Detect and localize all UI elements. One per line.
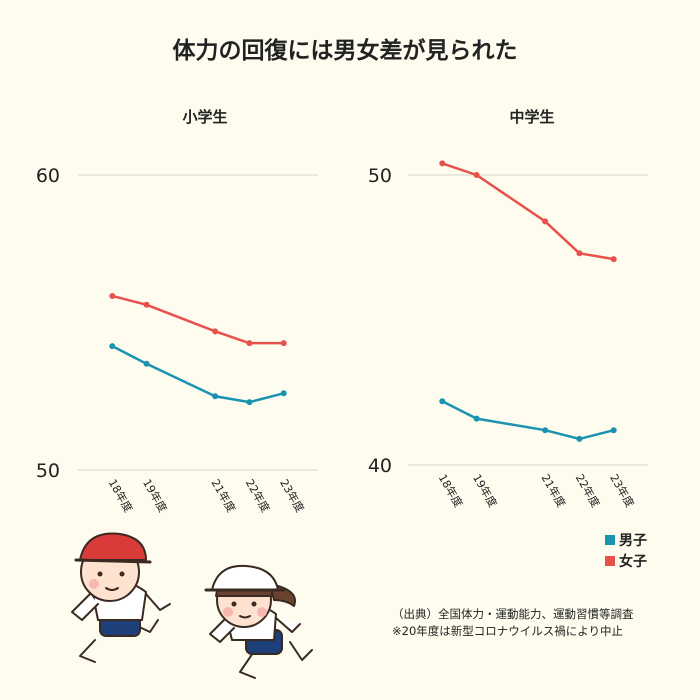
data-point-girls (610, 256, 617, 263)
chart-1: 小学生 50 60 18年度 19年度 21年度 22年度 23年度 (36, 108, 318, 515)
data-point-boys (143, 360, 150, 367)
data-point-boys (280, 390, 287, 397)
running-kids-illustration (71, 532, 313, 679)
x-tick-label: 22年度 (243, 477, 273, 515)
data-point-girls (246, 340, 253, 347)
chart-title: 小学生 (182, 108, 227, 126)
source-note: （出典）全国体力・運動能力、運動習慣等調査 ※20年度は新型コロナウイルス禍によ… (392, 606, 634, 640)
chart-2: 中学生 40 50 18年度 19年度 21年度 22年度 23年度 (368, 108, 648, 510)
data-point-girls (143, 301, 150, 308)
data-point-boys (542, 427, 549, 434)
legend-item-boys: 男子 (605, 530, 647, 550)
data-point-girls (473, 172, 480, 178)
data-point-girls (439, 160, 446, 167)
y-tick-label: 40 (368, 455, 392, 477)
data-point-boys (576, 435, 583, 442)
legend-label-boys: 男子 (619, 533, 647, 549)
figure-title: 体力の回復には男女差が見られた (173, 37, 518, 64)
source-line-1: （出典）全国体力・運動能力、運動習慣等調査 (392, 607, 634, 621)
girl-runner-icon (204, 564, 313, 679)
x-tick-label: 22年度 (573, 472, 603, 510)
data-point-girls (212, 328, 219, 335)
data-point-boys (610, 427, 617, 434)
x-tick-label: 23年度 (607, 472, 637, 510)
data-point-girls (109, 292, 116, 299)
x-tick-label: 18年度 (436, 472, 466, 510)
data-point-boys (246, 399, 253, 406)
legend-swatch-boys (605, 535, 615, 545)
data-point-girls (576, 250, 583, 257)
series-line-boys (111, 344, 285, 404)
x-tick-label: 19年度 (140, 477, 170, 515)
x-tick-label: 23年度 (277, 477, 307, 515)
data-point-boys (212, 393, 219, 400)
x-tick-label: 19年度 (470, 472, 500, 510)
series-line-girls (111, 294, 284, 345)
x-tick-label: 18年度 (106, 477, 136, 515)
series-line-boys (441, 400, 615, 441)
y-tick-label: 50 (36, 460, 60, 482)
data-point-boys (109, 343, 116, 350)
data-point-girls (542, 218, 549, 225)
data-point-boys (473, 415, 480, 422)
source-line-2: ※20年度は新型コロナウイルス禍により中止 (392, 624, 624, 638)
legend-label-girls: 女子 (619, 554, 647, 570)
y-tick-label: 50 (368, 165, 392, 187)
legend-swatch-girls (605, 556, 615, 566)
x-tick-label: 21年度 (209, 477, 239, 515)
y-tick-label: 60 (36, 165, 60, 187)
series-line-girls (441, 162, 614, 261)
x-tick-label: 21年度 (539, 472, 569, 510)
boy-runner-icon (71, 532, 171, 663)
chart-title: 中学生 (509, 108, 554, 126)
data-point-girls (280, 340, 287, 347)
data-point-boys (439, 398, 446, 405)
legend-item-girls: 女子 (605, 551, 647, 571)
